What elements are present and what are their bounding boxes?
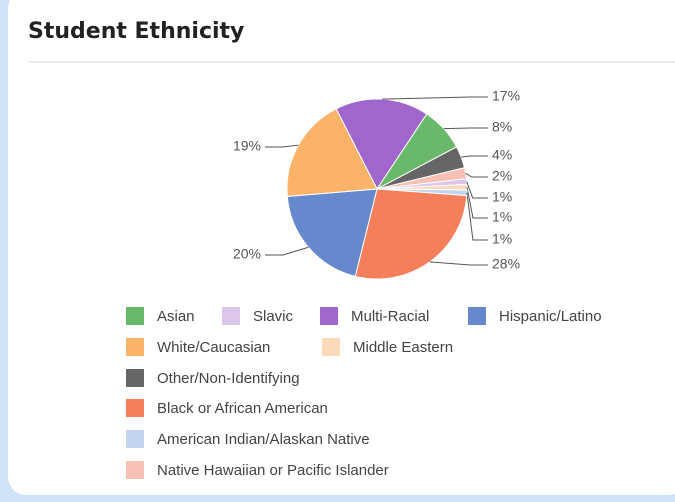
legend-swatch [126,461,144,479]
leader-line [466,187,488,219]
leader-line [382,96,488,100]
legend-label: Other/Non-Identifying [157,370,300,387]
legend-label: Middle Eastern [353,339,453,356]
data-label: 1% [492,189,512,205]
legend-label: Slavic [253,308,294,325]
pie-slice [335,98,428,190]
legend-swatch [126,338,144,356]
legend-label: Asian [157,308,195,325]
leader-line [443,127,488,130]
pie-slice [286,108,378,197]
legend-swatch [126,430,144,448]
leader-line [466,181,488,199]
legend-label: Hispanic/Latino [499,308,602,325]
leader-line [461,155,488,158]
data-label: 20% [233,246,261,262]
leader-line [265,144,299,148]
data-label: 19% [233,138,261,154]
legend-swatch [322,338,340,356]
legend-swatch [126,369,144,387]
data-label: 1% [492,231,512,247]
data-label: 8% [492,119,512,135]
pie-slice [286,188,378,277]
legend-label: White/Caucasian [157,339,270,356]
legend-label: Native Hawaiian or Pacific Islander [157,462,389,479]
legend-label: American Indian/Alaskan Native [157,431,370,448]
data-label: 2% [492,168,512,184]
data-label: 17% [492,88,520,104]
legend-label: Black or African American [157,400,328,417]
data-label: 4% [492,147,512,163]
legend-swatch [126,307,144,325]
pie-slice [354,188,468,280]
data-label: 28% [492,256,520,272]
legend-swatch [222,307,240,325]
leader-line [466,192,488,241]
leader-line [429,261,488,266]
card-title: Student Ethnicity [28,19,244,44]
legend-swatch [468,307,486,325]
leader-line [265,246,309,256]
data-label: 1% [492,209,512,225]
leader-line [465,172,488,178]
legend-label: Multi-Racial [351,308,429,325]
legend-swatch [126,399,144,417]
legend-swatch [320,307,338,325]
